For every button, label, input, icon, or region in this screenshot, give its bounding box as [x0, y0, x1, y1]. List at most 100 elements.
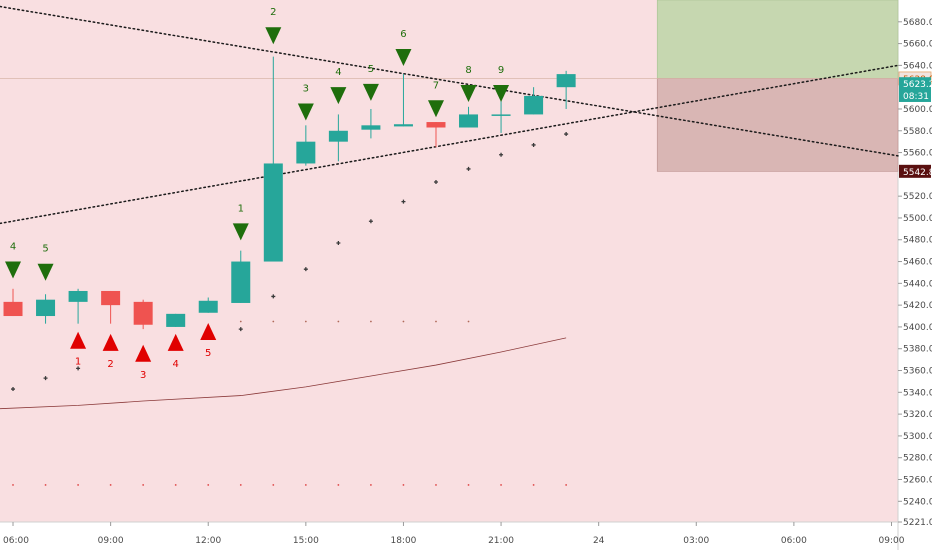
bottom-dot [402, 484, 405, 486]
candle-body[interactable] [491, 114, 511, 116]
moving-average-line [0, 337, 567, 410]
candle-body[interactable] [231, 261, 251, 303]
candle-body[interactable] [166, 313, 186, 327]
candle-body[interactable] [3, 301, 23, 317]
y-tick-label: 5440.0 [903, 279, 932, 289]
candle-body[interactable] [328, 130, 348, 142]
sell-count-label: 5 [42, 244, 48, 255]
candles-layer[interactable] [3, 56, 576, 330]
signal-dot [238, 327, 243, 332]
buy-arrow [102, 333, 119, 351]
sell-arrow [493, 85, 510, 103]
y-tick-label: 5560.0 [903, 149, 932, 159]
time-axis[interactable]: 06:00 09:00 12:00 15:00 18:00 21:00 24 03:00 06:… [3, 522, 905, 546]
candle-body[interactable] [556, 74, 576, 88]
x-tick-label: 18:00 [390, 536, 416, 546]
candle[interactable] [36, 294, 56, 324]
signal-dot [43, 376, 48, 381]
candle[interactable] [393, 74, 413, 127]
y-tick-label: 5260.0 [903, 475, 932, 485]
price-tag-label: 08:31 [903, 92, 929, 102]
candle-body[interactable] [361, 125, 381, 130]
buy-count-label: 3 [140, 370, 146, 381]
candle[interactable] [556, 70, 576, 109]
candle[interactable] [68, 288, 88, 324]
bottom-dot [174, 484, 177, 486]
y-tick-label: 5460.0 [903, 258, 932, 268]
sell-arrow [460, 85, 477, 103]
moving-average-layer [0, 337, 567, 410]
sell-count-label: 6 [400, 29, 406, 40]
buy-arrow [135, 344, 152, 362]
mid-dot [467, 320, 470, 323]
sell-count-label: 4 [335, 67, 341, 78]
candle[interactable] [101, 290, 121, 324]
target-zone [656, 0, 899, 79]
candle[interactable] [328, 114, 348, 162]
y-tick-label: 5300.0 [903, 432, 932, 442]
candle-body[interactable] [68, 290, 88, 302]
candle-body[interactable] [393, 124, 413, 127]
sell-arrow [427, 100, 444, 118]
candle-body[interactable] [263, 163, 283, 262]
sell-arrow [362, 83, 379, 101]
candle[interactable] [459, 106, 479, 128]
candle[interactable] [231, 250, 251, 303]
candle-body[interactable] [426, 122, 446, 128]
candle[interactable] [296, 125, 316, 166]
bottom-dot [467, 484, 470, 486]
signal-dot [466, 166, 471, 171]
y-tick-label: 5360.0 [903, 367, 932, 377]
bottom-dot [207, 484, 210, 486]
y-tick-label: 5680.0 [903, 18, 932, 28]
sell-count-label: 8 [465, 65, 471, 76]
bottom-dot [565, 484, 568, 486]
time-axis-background [0, 522, 898, 550]
x-tick-label: 03:00 [683, 536, 709, 546]
price-tag-label: 5542.8 [903, 168, 932, 178]
candle-body[interactable] [36, 299, 56, 317]
candle[interactable] [3, 288, 23, 317]
y-tick-label: 5240.0 [903, 497, 932, 507]
signal-dot [433, 179, 438, 184]
candle[interactable] [426, 122, 446, 148]
y-tick-label: 5221.0 [903, 518, 932, 528]
sell-arrow [265, 27, 282, 45]
price-tag-box [899, 88, 931, 102]
sell-arrow [395, 49, 412, 67]
signal-dot [499, 152, 504, 157]
sell-count-label: 3 [303, 84, 309, 95]
sell-count-label: 1 [238, 203, 244, 214]
signals-layer: 4 5 1 2 3 4 5 6 7 8 9 1 2 3 4 5 [5, 7, 510, 381]
candle-body[interactable] [524, 95, 544, 115]
bottom-dot [500, 484, 502, 486]
buy-count-label: 4 [173, 359, 179, 370]
mid-dot [370, 320, 372, 323]
bottom-dot [532, 484, 535, 486]
signal-dot [271, 294, 276, 299]
sell-arrow [330, 87, 347, 105]
candle[interactable] [166, 313, 186, 327]
y-tick-label: 5660.0 [903, 40, 932, 50]
candle[interactable] [263, 56, 283, 262]
price-axis[interactable]: 5680.0 5660.0 5640.0 5600.0 5580.0 5560.0 5520… [898, 18, 932, 528]
candle-body[interactable] [198, 300, 218, 313]
candle[interactable] [133, 299, 153, 330]
candle[interactable] [198, 297, 218, 313]
sell-arrow [297, 103, 314, 121]
mid-dot [239, 320, 242, 323]
y-tick-label: 5400.0 [903, 323, 932, 333]
candle-body[interactable] [101, 290, 121, 306]
candle[interactable] [361, 108, 381, 139]
y-tick-label: 5420.0 [903, 301, 932, 311]
signal-dot [368, 219, 373, 224]
candle[interactable] [524, 87, 544, 115]
candle-body[interactable] [133, 301, 153, 325]
candle-body[interactable] [296, 141, 316, 164]
candle-body[interactable] [459, 114, 479, 128]
price-tag: 5623.2 [899, 77, 932, 91]
price-tag-box [899, 77, 931, 91]
bottom-dot [142, 484, 145, 486]
